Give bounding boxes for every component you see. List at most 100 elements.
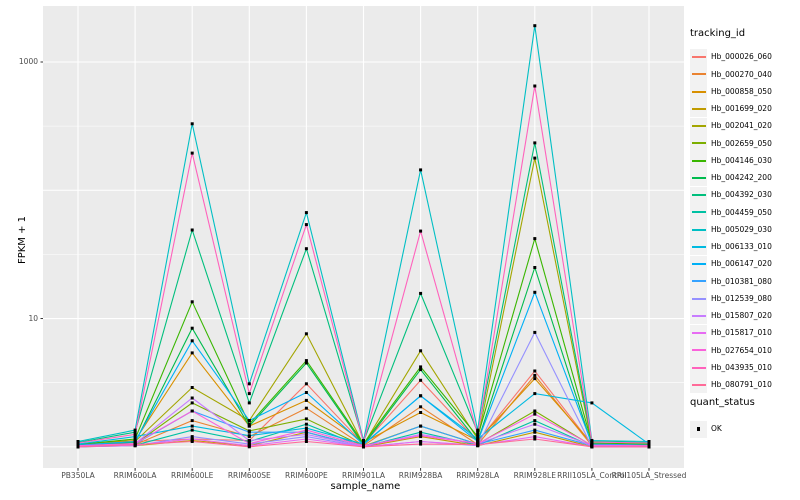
legend-label: Hb_000026_060 (711, 52, 772, 62)
data-point (419, 229, 423, 233)
data-point (247, 392, 251, 396)
data-point (304, 432, 308, 436)
legend-line-swatch-icon (691, 90, 706, 93)
data-point (304, 435, 308, 439)
legend-line-swatch-icon (691, 176, 706, 179)
legend-label: Hb_043935_010 (711, 362, 772, 372)
data-point (133, 435, 137, 439)
legend-label: OK (711, 424, 722, 434)
legend-key (690, 255, 707, 273)
data-point (190, 228, 194, 232)
legend-label: Hb_012539_080 (711, 293, 772, 303)
legend-line-swatch-icon (691, 107, 706, 110)
legend-label: Hb_005029_030 (711, 224, 772, 234)
data-point (533, 422, 537, 426)
legend-line-swatch-icon (691, 194, 706, 197)
legend-entry: Hb_000026_060 (690, 48, 772, 66)
y-axis-title: FPKM + 1 (17, 215, 28, 265)
data-point (247, 424, 251, 428)
legend-entry: Hb_012539_080 (690, 290, 772, 308)
x-tick-label: RRIM901LA (342, 471, 385, 480)
data-point (419, 434, 423, 438)
data-point (419, 291, 423, 295)
legend-entry: Hb_005029_030 (690, 221, 772, 239)
legend-entry: Hb_010381_080 (690, 272, 772, 290)
data-point (190, 424, 194, 428)
legend-key (690, 134, 707, 152)
legend-title-tracking-id: tracking_id (690, 28, 746, 39)
data-point (190, 428, 194, 432)
x-tick-label: RRII105LA_Control (557, 471, 627, 480)
legend-label: Hb_002041_020 (711, 121, 772, 131)
data-point (476, 437, 480, 441)
data-point (533, 369, 537, 373)
data-point (419, 411, 423, 414)
data-point (247, 401, 251, 405)
legend-label: Hb_010381_080 (711, 276, 772, 286)
legend-entry: Hb_015817_010 (690, 324, 772, 342)
data-point (533, 266, 537, 269)
data-point (190, 351, 194, 355)
data-point (419, 349, 423, 353)
data-point (476, 443, 480, 447)
data-point (76, 441, 80, 445)
legend-line-swatch-icon (691, 245, 706, 248)
data-point (304, 422, 308, 426)
data-point (533, 156, 537, 160)
legend-entry: Hb_015807_020 (690, 307, 772, 325)
legend-line-swatch-icon (691, 125, 706, 128)
data-point (476, 435, 480, 439)
legend-key (690, 307, 707, 325)
data-point (533, 141, 537, 145)
data-point (190, 339, 194, 343)
x-tick-label: RRIM600LA (113, 471, 157, 480)
data-point (133, 440, 137, 443)
legend-label: Hb_000270_040 (711, 69, 772, 79)
legend-key (690, 341, 707, 359)
data-point (533, 24, 537, 28)
data-point (533, 435, 537, 439)
data-point (362, 439, 365, 442)
legend-key (690, 359, 707, 377)
legend-entry: Hb_006133_010 (690, 238, 772, 256)
x-tick-label: RRIM600PE (285, 471, 328, 480)
data-point (533, 392, 537, 396)
data-point (247, 382, 251, 386)
data-point (133, 428, 137, 432)
data-point (304, 430, 308, 434)
data-point (419, 365, 423, 369)
data-point (647, 445, 651, 449)
legend-entry: Hb_004459_050 (690, 203, 772, 221)
y-tick-label: 10 (28, 313, 38, 323)
legend-key (690, 221, 707, 239)
data-point (190, 409, 194, 413)
data-point (533, 377, 537, 381)
data-point (304, 361, 308, 365)
data-point (304, 440, 308, 443)
data-point (419, 405, 423, 409)
data-point (304, 391, 308, 394)
data-point (247, 445, 251, 449)
legend-line-swatch-icon (691, 332, 706, 335)
x-tick-label: RRIM928LA (456, 471, 500, 480)
data-point (304, 428, 308, 432)
data-point (419, 442, 423, 446)
data-point (419, 168, 423, 172)
x-tick-label: RRIM600LE (171, 471, 214, 480)
data-point (419, 368, 423, 372)
data-point (362, 445, 365, 449)
data-point (304, 247, 308, 251)
data-point (247, 419, 251, 423)
data-point (304, 417, 308, 421)
legend-entry: Hb_006147_020 (690, 255, 772, 273)
legend-line-swatch-icon (691, 159, 706, 162)
data-point (533, 237, 537, 241)
x-tick-label: RRII105LA_Stressed (611, 471, 687, 480)
data-point (190, 386, 194, 389)
legend-entry: Hb_000858_050 (690, 83, 772, 101)
legend-label: Hb_001699_020 (711, 104, 772, 114)
data-point (533, 437, 537, 441)
legend-line-swatch-icon (691, 349, 706, 352)
data-point (133, 443, 137, 447)
